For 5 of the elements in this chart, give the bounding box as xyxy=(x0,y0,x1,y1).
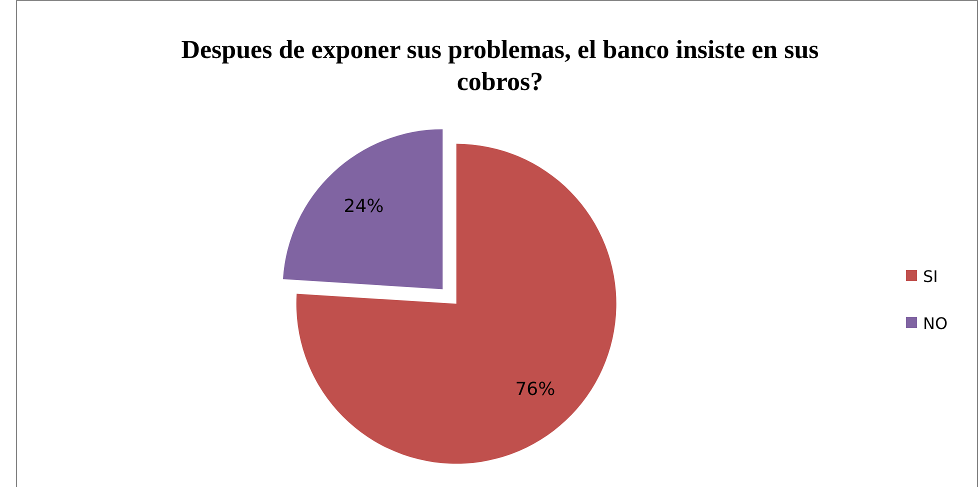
legend-label: NO xyxy=(923,314,948,333)
legend-label: SI xyxy=(923,267,938,286)
data-label: 24% xyxy=(344,196,384,218)
data-label: 76% xyxy=(515,378,556,400)
chart-title: Despues de exponer sus problemas, el banco insiste en sus cobros? xyxy=(181,35,819,96)
